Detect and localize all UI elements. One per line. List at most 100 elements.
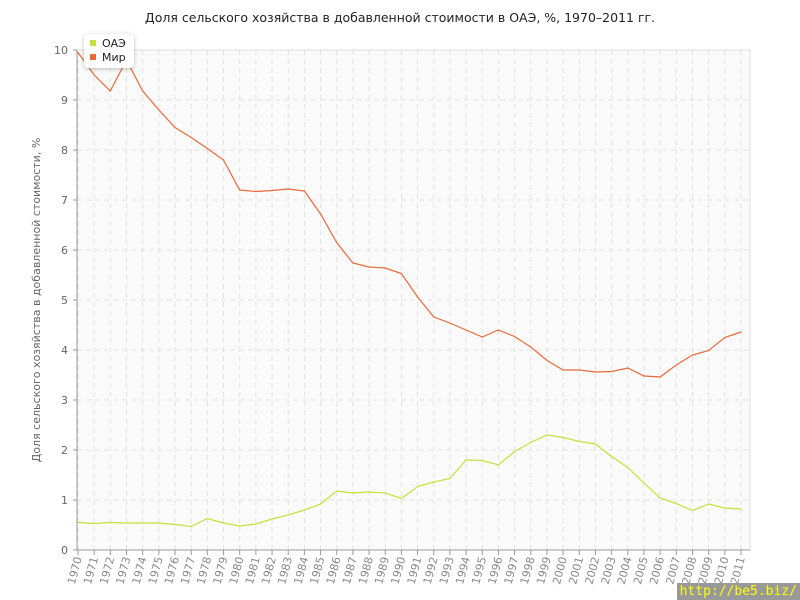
- data-point: [125, 522, 128, 524]
- data-point: [174, 523, 176, 526]
- data-point: [611, 370, 613, 373]
- data-point: [433, 481, 435, 483]
- data-point: [514, 335, 516, 338]
- y-tick-label: 5: [61, 294, 68, 307]
- data-point: [627, 367, 629, 369]
- legend-item[interactable]: ОАЭ: [90, 36, 126, 50]
- data-point: [384, 492, 386, 494]
- data-point: [206, 517, 208, 520]
- data-point: [659, 497, 661, 499]
- legend: ОАЭ Мир: [84, 34, 134, 68]
- data-point: [77, 521, 79, 524]
- data-point: [659, 376, 661, 378]
- data-point: [530, 441, 532, 444]
- y-tick-label: 10: [54, 44, 68, 57]
- series-line-1: [77, 52, 742, 378]
- y-tick-label: 7: [61, 194, 68, 207]
- data-point: [627, 466, 629, 469]
- data-point: [416, 485, 419, 488]
- data-point: [142, 90, 144, 92]
- y-tick-label: 2: [61, 444, 68, 457]
- data-point: [643, 482, 645, 484]
- data-point: [239, 189, 241, 191]
- data-point: [93, 74, 95, 76]
- data-point: [222, 522, 225, 524]
- data-point: [611, 455, 613, 458]
- data-point: [255, 523, 257, 525]
- data-point: [578, 440, 580, 443]
- data-point: [675, 364, 677, 366]
- data-point: [255, 190, 257, 193]
- chart-title: Доля сельского хозяйства в добавленной с…: [144, 10, 656, 25]
- data-point: [546, 359, 548, 362]
- data-point: [222, 159, 225, 161]
- data-point: [497, 329, 500, 331]
- data-point: [497, 464, 500, 466]
- data-point: [271, 189, 273, 192]
- data-point: [319, 503, 322, 505]
- data-point: [400, 272, 403, 275]
- legend-swatch: [90, 54, 96, 60]
- data-point: [336, 241, 338, 244]
- data-point: [465, 329, 467, 331]
- data-point: [724, 507, 726, 509]
- data-point: [740, 331, 742, 333]
- data-point: [368, 491, 370, 493]
- legend-label: Мир: [102, 50, 126, 64]
- data-point: [368, 266, 370, 268]
- data-point: [158, 522, 160, 524]
- data-point: [449, 322, 451, 324]
- data-point: [530, 346, 532, 348]
- data-point: [77, 51, 79, 54]
- data-point: [724, 336, 726, 339]
- data-point: [465, 459, 467, 461]
- data-point: [239, 525, 241, 527]
- y-tick-label: 9: [61, 94, 68, 107]
- data-point: [449, 477, 451, 480]
- data-point: [287, 188, 289, 190]
- data-point: [481, 336, 483, 338]
- y-tick-label: 1: [61, 494, 68, 507]
- y-tick-label: 4: [61, 344, 68, 357]
- y-axis-label: Доля сельского хозяйства в добавленной с…: [30, 138, 43, 463]
- data-point: [594, 371, 597, 373]
- data-point: [562, 436, 564, 439]
- data-point: [578, 369, 580, 371]
- y-tick-label: 0: [61, 544, 68, 557]
- legend-swatch: [90, 40, 96, 46]
- data-point: [546, 434, 548, 436]
- data-point: [740, 508, 742, 510]
- data-point: [190, 136, 192, 139]
- data-point: [190, 525, 192, 528]
- data-point: [109, 90, 111, 92]
- data-point: [303, 509, 305, 511]
- y-tick-label: 3: [61, 394, 68, 407]
- data-point: [109, 521, 111, 524]
- data-point: [514, 450, 516, 453]
- data-point: [562, 369, 564, 371]
- data-point: [691, 354, 694, 356]
- data-point: [352, 492, 354, 494]
- legend-label: ОАЭ: [102, 36, 126, 50]
- data-point: [158, 109, 160, 111]
- data-point: [271, 518, 273, 520]
- data-point: [319, 213, 322, 215]
- data-point: [481, 459, 483, 462]
- data-point: [287, 514, 289, 516]
- y-tick-label: 6: [61, 244, 68, 257]
- data-point: [206, 147, 208, 150]
- watermark[interactable]: http://be5.biz/: [676, 583, 800, 600]
- data-point: [433, 316, 435, 318]
- data-point: [675, 502, 677, 505]
- data-point: [400, 497, 403, 500]
- data-point: [643, 375, 645, 377]
- data-point: [384, 267, 386, 269]
- y-tick-label: 8: [61, 144, 68, 157]
- legend-item[interactable]: Мир: [90, 50, 126, 64]
- data-point: [93, 522, 95, 525]
- data-point: [594, 443, 597, 445]
- data-point: [691, 509, 694, 512]
- series-line-0: [77, 434, 742, 528]
- data-point: [142, 522, 144, 524]
